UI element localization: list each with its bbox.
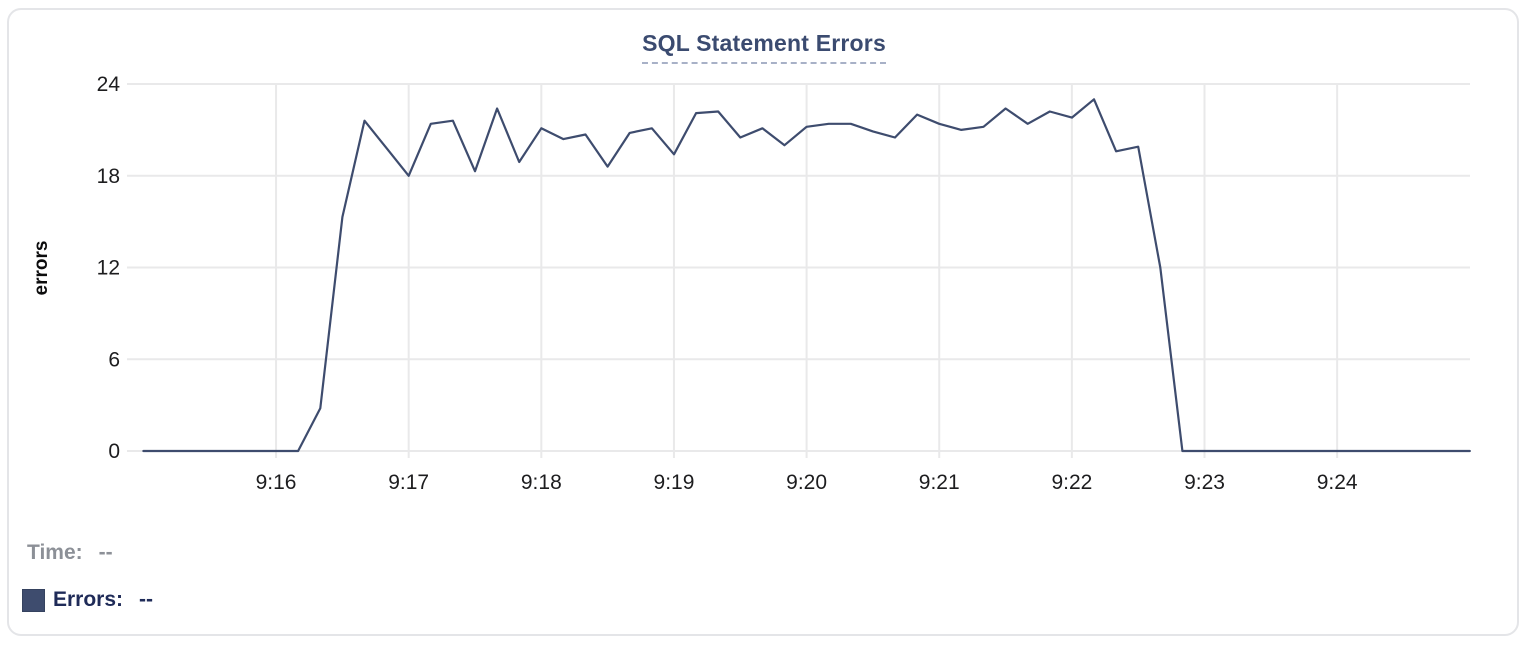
x-tick-label: 9:18 [521,471,562,494]
plot-area[interactable] [127,84,1470,451]
x-tick-label: 9:16 [256,471,297,494]
errors-label: Errors: [53,588,124,611]
tooltip-time-row: Time: -- [27,541,113,565]
x-tick-label: 9:22 [1051,471,1092,494]
chart-title-wrap: SQL Statement Errors [0,30,1528,64]
y-tick-label: 24 [97,73,121,96]
legend-errors-row[interactable]: Errors: -- [22,588,153,612]
errors-series-swatch [22,588,45,612]
y-tick-label: 0 [108,440,120,463]
y-axis-title: errors [31,241,52,296]
chart-card [7,8,1519,636]
chart-title[interactable]: SQL Statement Errors [642,30,886,64]
x-tick-label: 9:20 [786,471,827,494]
x-tick-label: 9:23 [1184,471,1225,494]
y-tick-label: 12 [97,257,120,280]
time-label: Time: [27,541,83,564]
errors-line-series [142,98,1471,453]
time-value: -- [98,541,113,564]
x-tick-label: 9:21 [919,471,960,494]
x-tick-label: 9:17 [388,471,429,494]
errors-value: -- [139,588,154,611]
x-tick-label: 9:24 [1317,471,1358,494]
y-tick-label: 6 [108,348,120,371]
y-tick-label: 18 [97,165,120,188]
x-tick-label: 9:19 [654,471,695,494]
